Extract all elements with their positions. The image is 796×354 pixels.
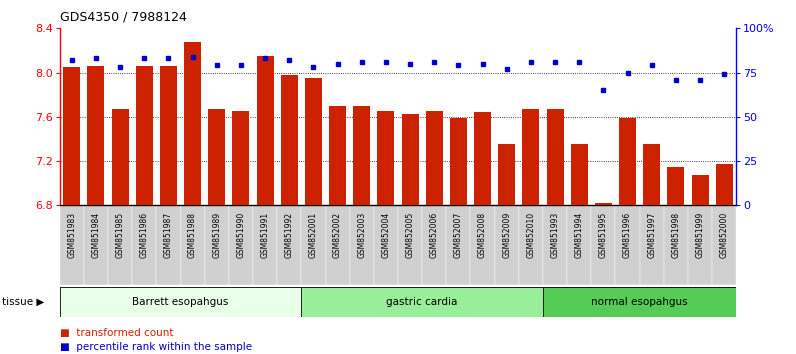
Bar bbox=[543, 287, 736, 317]
Text: GSM851985: GSM851985 bbox=[115, 212, 125, 258]
Bar bbox=[256, 56, 274, 205]
Bar bbox=[667, 167, 685, 205]
Text: gastric cardia: gastric cardia bbox=[387, 297, 458, 307]
Text: GSM852004: GSM852004 bbox=[381, 212, 390, 258]
Text: Barrett esopahgus: Barrett esopahgus bbox=[132, 297, 228, 307]
Bar bbox=[688, 205, 712, 285]
Bar bbox=[567, 205, 591, 285]
Bar bbox=[253, 205, 277, 285]
Bar bbox=[302, 287, 543, 317]
Bar bbox=[136, 66, 153, 205]
Bar bbox=[305, 78, 322, 205]
Bar bbox=[470, 205, 494, 285]
Bar bbox=[447, 205, 470, 285]
Bar bbox=[474, 113, 491, 205]
Text: GSM852003: GSM852003 bbox=[357, 212, 366, 258]
Bar bbox=[209, 109, 225, 205]
Bar bbox=[591, 205, 615, 285]
Text: GSM851994: GSM851994 bbox=[575, 212, 583, 258]
Bar bbox=[426, 111, 443, 205]
Text: GSM851986: GSM851986 bbox=[140, 212, 149, 258]
Bar bbox=[595, 203, 612, 205]
Bar bbox=[329, 106, 346, 205]
Bar bbox=[664, 205, 688, 285]
Text: GSM852000: GSM852000 bbox=[720, 212, 728, 258]
Bar bbox=[402, 114, 419, 205]
Bar bbox=[302, 205, 326, 285]
Text: GSM852005: GSM852005 bbox=[406, 212, 415, 258]
Bar bbox=[519, 205, 543, 285]
Text: ■  percentile rank within the sample: ■ percentile rank within the sample bbox=[60, 342, 252, 352]
Bar bbox=[156, 205, 181, 285]
Text: GSM851991: GSM851991 bbox=[260, 212, 270, 258]
Bar bbox=[181, 205, 205, 285]
Bar bbox=[60, 287, 302, 317]
Text: GSM851995: GSM851995 bbox=[599, 212, 608, 258]
Bar bbox=[64, 67, 80, 205]
Bar bbox=[716, 164, 732, 205]
Text: normal esopahgus: normal esopahgus bbox=[591, 297, 688, 307]
Bar bbox=[643, 144, 660, 205]
Bar bbox=[619, 118, 636, 205]
Text: GSM851997: GSM851997 bbox=[647, 212, 656, 258]
Bar bbox=[232, 111, 249, 205]
Bar bbox=[422, 205, 447, 285]
Bar bbox=[108, 205, 132, 285]
Text: GSM851987: GSM851987 bbox=[164, 212, 173, 258]
Text: GDS4350 / 7988124: GDS4350 / 7988124 bbox=[60, 11, 186, 24]
Bar bbox=[281, 75, 298, 205]
Bar bbox=[494, 205, 519, 285]
Text: GSM851983: GSM851983 bbox=[68, 212, 76, 258]
Bar bbox=[547, 109, 564, 205]
Text: GSM851993: GSM851993 bbox=[551, 212, 560, 258]
Bar bbox=[692, 176, 708, 205]
Bar bbox=[277, 205, 302, 285]
Bar bbox=[543, 205, 567, 285]
Text: GSM851984: GSM851984 bbox=[92, 212, 100, 258]
Bar bbox=[450, 118, 467, 205]
Text: ■  transformed count: ■ transformed count bbox=[60, 328, 174, 338]
Text: GSM852006: GSM852006 bbox=[430, 212, 439, 258]
Text: GSM851996: GSM851996 bbox=[623, 212, 632, 258]
Bar bbox=[374, 205, 398, 285]
Bar bbox=[205, 205, 229, 285]
Bar bbox=[353, 106, 370, 205]
Text: GSM852010: GSM852010 bbox=[526, 212, 536, 258]
Text: GSM851989: GSM851989 bbox=[213, 212, 221, 258]
Bar bbox=[160, 66, 177, 205]
Bar bbox=[571, 144, 587, 205]
Text: GSM851998: GSM851998 bbox=[671, 212, 681, 258]
Bar bbox=[640, 205, 664, 285]
Bar bbox=[84, 205, 108, 285]
Text: GSM851992: GSM851992 bbox=[285, 212, 294, 258]
Text: GSM852009: GSM852009 bbox=[502, 212, 511, 258]
Bar bbox=[60, 205, 84, 285]
Text: GSM851988: GSM851988 bbox=[188, 212, 197, 258]
Text: tissue ▶: tissue ▶ bbox=[2, 297, 45, 307]
Bar bbox=[229, 205, 253, 285]
Bar bbox=[111, 109, 129, 205]
Bar bbox=[326, 205, 349, 285]
Bar bbox=[88, 66, 104, 205]
Text: GSM852008: GSM852008 bbox=[478, 212, 487, 258]
Text: GSM851999: GSM851999 bbox=[696, 212, 704, 258]
Bar bbox=[615, 205, 640, 285]
Bar bbox=[349, 205, 374, 285]
Text: GSM852002: GSM852002 bbox=[333, 212, 342, 258]
Bar bbox=[398, 205, 422, 285]
Bar bbox=[522, 109, 540, 205]
Text: GSM852007: GSM852007 bbox=[454, 212, 463, 258]
Bar bbox=[498, 144, 515, 205]
Text: GSM851990: GSM851990 bbox=[236, 212, 245, 258]
Bar bbox=[132, 205, 156, 285]
Text: GSM852001: GSM852001 bbox=[309, 212, 318, 258]
Bar bbox=[377, 111, 394, 205]
Bar bbox=[184, 42, 201, 205]
Bar bbox=[712, 205, 736, 285]
